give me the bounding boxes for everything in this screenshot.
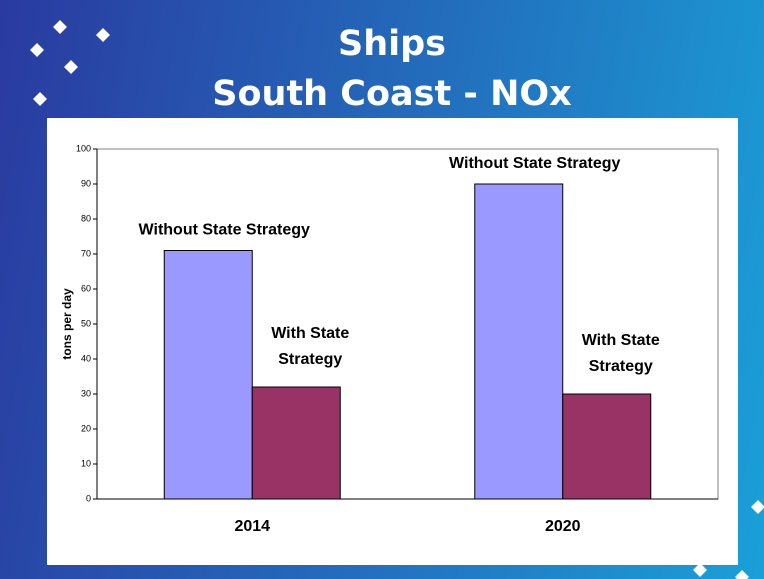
bar bbox=[251, 386, 341, 500]
y-tick-label: 20 bbox=[81, 423, 91, 433]
y-tick-label: 80 bbox=[81, 213, 91, 223]
y-tick-label: 90 bbox=[81, 178, 91, 188]
y-tick-label: 60 bbox=[81, 283, 91, 293]
chart-title: Ships bbox=[338, 24, 446, 64]
decoration bbox=[30, 20, 764, 579]
y-tick-label: 30 bbox=[81, 388, 91, 398]
y-axis-label: tons per day bbox=[60, 288, 74, 360]
annotation: With State Strategy bbox=[581, 332, 660, 375]
bar bbox=[474, 183, 564, 500]
y-tick-label: 0 bbox=[86, 493, 91, 503]
x-tick-label: 2020 bbox=[545, 518, 581, 535]
y-tick-label: 40 bbox=[81, 353, 91, 363]
y-tick-label: 50 bbox=[81, 318, 91, 328]
annotation: Without State Strategy bbox=[139, 222, 311, 239]
bar bbox=[163, 250, 253, 500]
annotation: With State Strategy bbox=[271, 325, 350, 368]
bar bbox=[562, 393, 652, 500]
x-tick-label: 2014 bbox=[234, 518, 270, 535]
y-tick-label: 70 bbox=[81, 248, 91, 258]
chart-subtitle: South Coast - NOx bbox=[212, 74, 572, 114]
annotation: Without State Strategy bbox=[449, 155, 621, 172]
y-tick-label: 10 bbox=[81, 458, 91, 468]
y-tick-label: 100 bbox=[76, 143, 91, 153]
